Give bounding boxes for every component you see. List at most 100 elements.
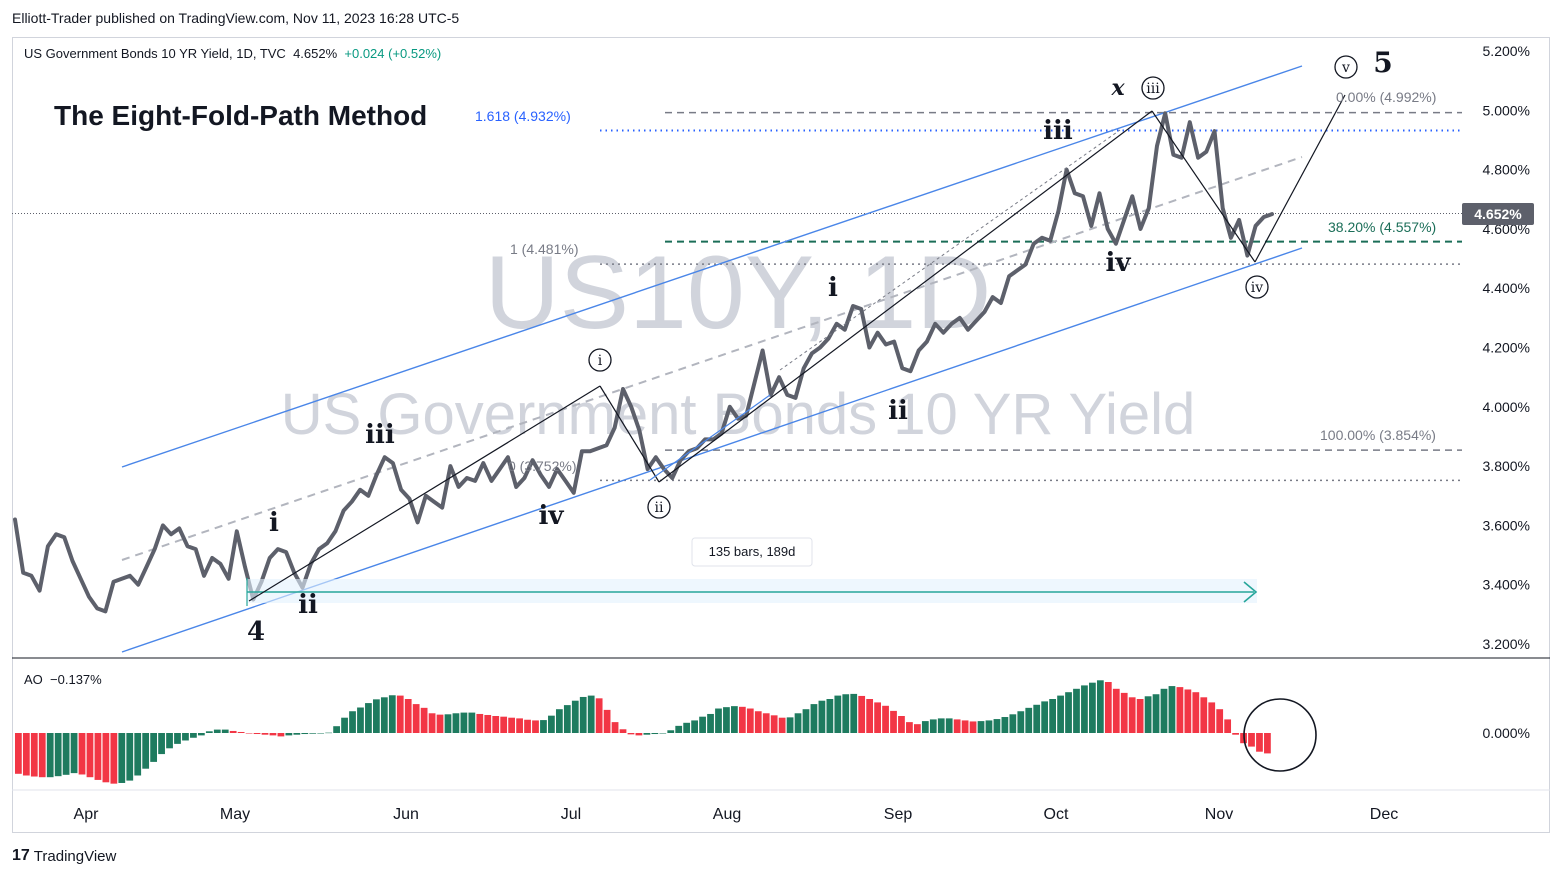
ao-bar bbox=[309, 733, 317, 734]
ao-bar bbox=[261, 733, 269, 735]
ao-highlight-circle bbox=[1243, 698, 1317, 772]
price-axis[interactable]: 5.200%5.000%4.800%4.600%4.400%4.200%4.00… bbox=[1483, 43, 1530, 652]
ao-bar bbox=[150, 733, 158, 762]
x-tick-label: Apr bbox=[74, 806, 100, 823]
ao-bar bbox=[205, 731, 213, 733]
ao-bar bbox=[906, 722, 913, 733]
time-axis[interactable]: Apr May Jun Jul Aug Sep Oct Nov Dec bbox=[74, 806, 1399, 823]
ao-bar bbox=[46, 733, 54, 778]
ao-bar bbox=[770, 715, 778, 733]
ao-bar bbox=[1017, 711, 1025, 733]
ao-bar bbox=[229, 730, 237, 733]
ao-bar bbox=[1248, 733, 1255, 747]
circled-wave-label: i bbox=[598, 353, 603, 369]
ao-bar bbox=[993, 719, 1001, 733]
ao-bar bbox=[62, 733, 70, 775]
ao-bar bbox=[579, 696, 587, 733]
ao-bar bbox=[890, 710, 897, 733]
ao-bar bbox=[683, 722, 691, 733]
footer-brand[interactable]: 17 TradingView bbox=[12, 847, 116, 865]
ao-bar bbox=[325, 732, 333, 734]
ao-zero-label: 0.000% bbox=[1483, 725, 1530, 741]
ao-bar bbox=[301, 733, 309, 735]
wave-label: iii bbox=[1043, 116, 1073, 146]
ao-bar bbox=[699, 716, 706, 733]
ao-bar bbox=[317, 733, 325, 734]
y-tick-label: 4.200% bbox=[1483, 340, 1530, 356]
ao-bar bbox=[1009, 714, 1017, 733]
ao-bar bbox=[365, 703, 372, 733]
circled-wave-badge bbox=[1141, 76, 1165, 100]
y-tick-label: 3.600% bbox=[1483, 517, 1530, 533]
ao-bar bbox=[221, 729, 229, 733]
watermark-ticker: US10Y, 1D bbox=[485, 235, 992, 351]
ao-bar bbox=[253, 733, 261, 735]
ao-bar bbox=[738, 706, 746, 733]
ao-bar bbox=[404, 699, 412, 733]
symbol-legend[interactable]: US Government Bonds 10 YR Yield, 1D, TVC… bbox=[24, 46, 441, 61]
ao-bar bbox=[858, 695, 866, 733]
ao-bar bbox=[1065, 692, 1072, 733]
ao-bar bbox=[850, 693, 858, 733]
ao-bar bbox=[420, 707, 428, 733]
ao-bar bbox=[715, 708, 722, 733]
ao-legend[interactable]: AO −0.137% bbox=[24, 672, 102, 687]
ao-bar bbox=[134, 733, 142, 776]
wave-connector-line bbox=[248, 385, 601, 602]
wave-connector-line bbox=[658, 110, 1153, 483]
ao-bar bbox=[723, 707, 730, 733]
y-tick-label: 3.800% bbox=[1483, 458, 1530, 474]
ao-bar bbox=[269, 733, 277, 736]
ao-bar bbox=[1041, 701, 1049, 733]
ao-bar bbox=[929, 719, 937, 733]
wave-label: 5 bbox=[1373, 46, 1392, 79]
ao-bar bbox=[476, 713, 484, 733]
x-tick-label: May bbox=[220, 806, 250, 823]
ao-name: AO bbox=[24, 672, 43, 687]
ao-bar bbox=[166, 733, 173, 749]
price-line bbox=[13, 111, 1274, 614]
ao-bar bbox=[937, 718, 945, 733]
ao-bar bbox=[341, 717, 348, 733]
ao-bar bbox=[818, 700, 826, 733]
x-tick-label: Jul bbox=[561, 806, 581, 823]
ao-value: −0.137% bbox=[50, 672, 102, 687]
ao-bar bbox=[810, 704, 818, 733]
ao-bar bbox=[834, 695, 842, 733]
ao-bar bbox=[1089, 682, 1096, 733]
x-tick-label: Sep bbox=[884, 806, 913, 823]
y-tick-label: 5.000% bbox=[1483, 102, 1530, 118]
ao-bar bbox=[977, 721, 985, 733]
ao-bar bbox=[659, 733, 667, 734]
y-tick-label: 4.800% bbox=[1483, 162, 1530, 178]
ao-bar bbox=[78, 733, 86, 775]
ao-bar bbox=[197, 733, 205, 736]
ao-bar bbox=[945, 718, 953, 733]
wave-label: i bbox=[269, 508, 279, 538]
ao-bar bbox=[707, 713, 714, 733]
ao-bar bbox=[969, 721, 977, 733]
circled-wave-badge bbox=[588, 348, 612, 372]
ao-bar bbox=[1128, 697, 1136, 733]
ao-bar bbox=[802, 709, 810, 733]
ao-bar bbox=[643, 733, 651, 735]
ao-bar bbox=[174, 733, 181, 744]
ao-bar bbox=[635, 733, 643, 736]
ao-bar bbox=[380, 697, 388, 733]
ao-bar bbox=[1144, 696, 1152, 733]
ao-bar bbox=[1025, 707, 1033, 733]
last-price-tag bbox=[1462, 203, 1534, 225]
wave-label: x bbox=[1110, 75, 1125, 101]
y-tick-label: 3.200% bbox=[1483, 636, 1530, 652]
measure-box[interactable] bbox=[691, 537, 813, 567]
ao-bar bbox=[15, 733, 22, 774]
ao-bar bbox=[675, 725, 683, 733]
wave-connector-line bbox=[1254, 94, 1346, 263]
ao-bar bbox=[1073, 688, 1080, 733]
ao-bar bbox=[985, 720, 993, 733]
ao-bar bbox=[627, 733, 635, 735]
ao-bar bbox=[118, 733, 126, 783]
ao-bar bbox=[293, 733, 301, 735]
ao-bar bbox=[102, 733, 110, 783]
